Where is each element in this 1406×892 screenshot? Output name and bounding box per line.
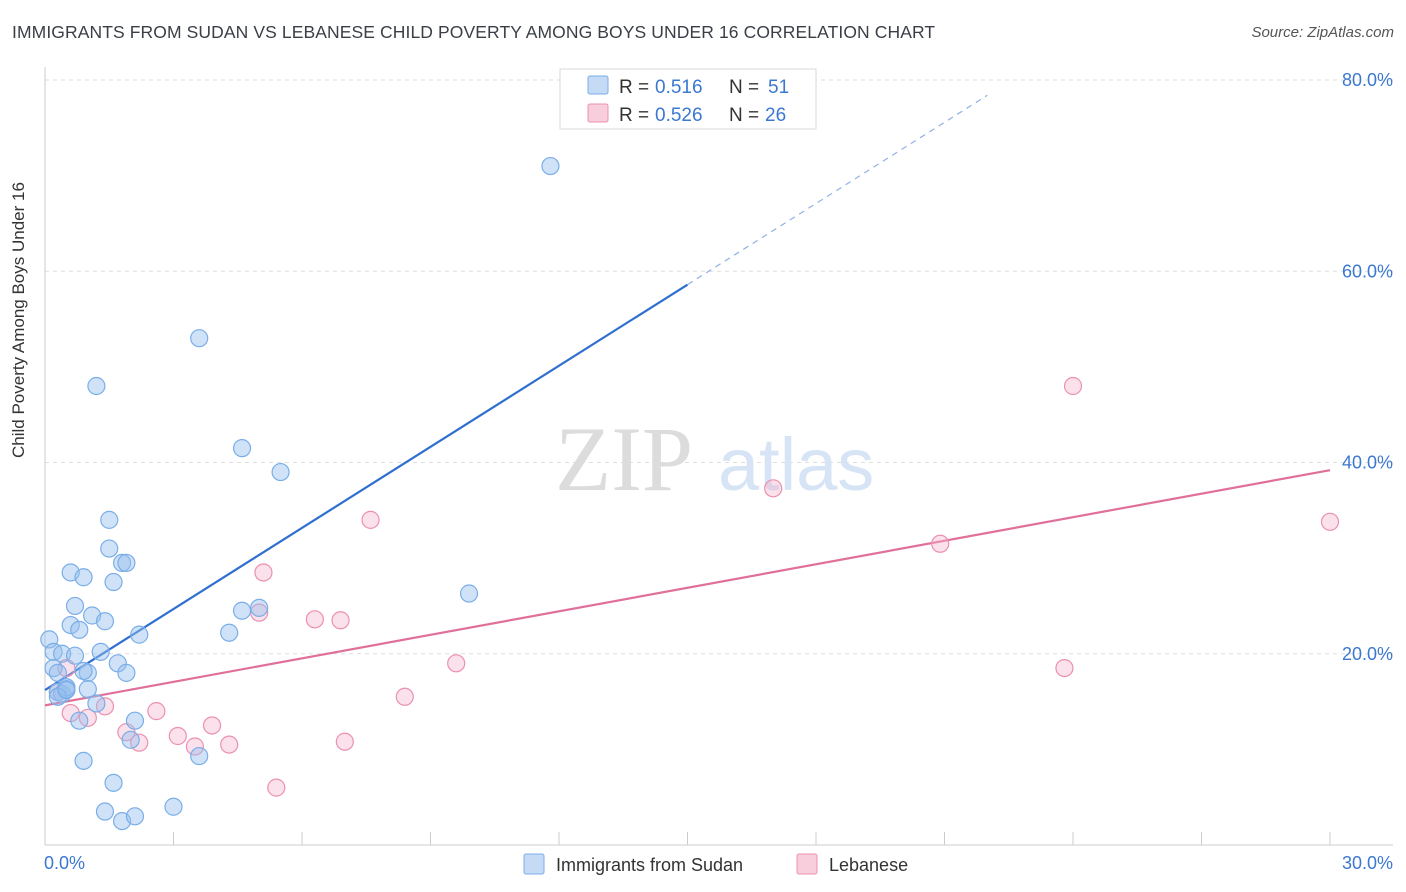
point-lebanese	[331, 611, 350, 630]
point-sudan	[459, 584, 479, 603]
y-tick-label: 20.0%	[1342, 644, 1393, 664]
point-sudan	[74, 661, 93, 681]
trend-line-lebanese	[44, 469, 1331, 707]
point-sudan	[87, 694, 106, 713]
point-sudan	[61, 615, 80, 635]
point-sudan	[65, 646, 85, 665]
point-lebanese	[1320, 512, 1340, 531]
point-sudan	[112, 553, 132, 573]
point-lebanese	[220, 735, 239, 754]
x-tick-label: 0.0%	[44, 853, 85, 873]
point-sudan	[117, 663, 136, 682]
legend-r-label: R =	[619, 105, 649, 126]
watermark-atlas: atlas	[718, 423, 874, 506]
point-lebanese	[1063, 376, 1083, 396]
tick-labels: 20.0% 40.0% 60.0% 80.0% 0.0% 30.0%	[44, 70, 1393, 873]
point-sudan	[74, 568, 93, 587]
point-lebanese	[335, 732, 354, 751]
point-sudan	[125, 807, 145, 826]
point-lebanese	[168, 726, 187, 746]
point-lebanese	[185, 737, 205, 756]
legend-swatch-lebanese	[587, 103, 609, 123]
legend-swatch-sudan	[587, 75, 609, 95]
point-lebanese	[764, 479, 783, 498]
trend-line-sudan	[44, 283, 689, 692]
point-sudan	[130, 625, 149, 644]
chart-title: IMMIGRANTS FROM SUDAN VS LEBANESE CHILD …	[12, 22, 936, 42]
point-sudan	[190, 329, 209, 348]
point-sudan	[87, 376, 106, 396]
point-sudan	[541, 156, 560, 176]
point-lebanese	[254, 563, 273, 582]
point-sudan	[78, 680, 97, 699]
point-sudan	[121, 730, 140, 749]
point-sudan	[70, 620, 89, 639]
point-lebanese	[395, 687, 414, 706]
data-points	[40, 156, 1340, 831]
point-sudan	[232, 439, 252, 458]
point-sudan	[190, 746, 209, 766]
watermark-zip: ZIP	[555, 408, 693, 510]
legend-r-label: R =	[619, 77, 649, 98]
point-sudan	[250, 598, 269, 617]
bottom-legend-swatch-sudan	[523, 853, 545, 875]
point-sudan	[65, 596, 85, 616]
point-lebanese	[305, 610, 324, 629]
bottom-legend-swatch-lebanese	[796, 853, 818, 875]
source-label: Source: ZipAtlas.com	[1251, 24, 1394, 41]
point-sudan	[117, 553, 136, 573]
point-lebanese	[361, 510, 380, 529]
point-sudan	[74, 751, 93, 770]
point-sudan	[220, 623, 239, 642]
point-sudan	[104, 773, 123, 792]
x-tick-label: 30.0%	[1342, 853, 1393, 873]
point-sudan	[95, 802, 115, 821]
y-axis-label: Child Poverty Among Boys Under 16	[9, 182, 28, 458]
point-sudan	[95, 612, 115, 631]
point-lebanese	[931, 534, 950, 553]
point-sudan	[57, 680, 76, 700]
point-lebanese	[1055, 658, 1074, 678]
point-sudan	[48, 663, 67, 682]
point-sudan	[232, 601, 252, 620]
point-sudan	[91, 642, 110, 661]
point-sudan	[104, 572, 123, 592]
legend-r-value-sudan: 0.516	[655, 77, 703, 98]
point-sudan	[125, 711, 145, 730]
grid-lines	[45, 79, 1393, 655]
legend-r-value-lebanese: 0.526	[655, 105, 703, 126]
point-sudan	[70, 711, 89, 730]
trend-line-sudan-extension	[687, 94, 988, 286]
y-tick-label: 60.0%	[1342, 261, 1393, 281]
point-sudan	[164, 797, 183, 816]
trend-lines	[44, 94, 1331, 707]
bottom-legend-label-sudan: Immigrants from Sudan	[556, 855, 743, 875]
watermark: ZIP atlas	[555, 408, 874, 510]
axes	[44, 67, 1393, 846]
point-lebanese	[147, 702, 166, 721]
point-lebanese	[202, 716, 222, 735]
legend-box: R = 0.516 N = 51 R = 0.526 N = 26	[559, 68, 817, 130]
point-lebanese	[267, 778, 286, 797]
legend-n-label: N =	[729, 105, 759, 126]
legend-n-label: N =	[729, 77, 759, 98]
point-lebanese	[447, 654, 466, 673]
y-tick-label: 80.0%	[1342, 70, 1393, 90]
point-sudan	[100, 510, 119, 529]
point-sudan	[100, 539, 119, 558]
legend-n-value-lebanese: 26	[765, 105, 786, 126]
point-sudan	[271, 462, 290, 482]
bottom-legend: Immigrants from Sudan Lebanese	[523, 853, 908, 875]
bottom-legend-label-lebanese: Lebanese	[829, 855, 908, 875]
y-tick-label: 40.0%	[1342, 453, 1393, 473]
legend-n-value-sudan: 51	[768, 77, 789, 98]
